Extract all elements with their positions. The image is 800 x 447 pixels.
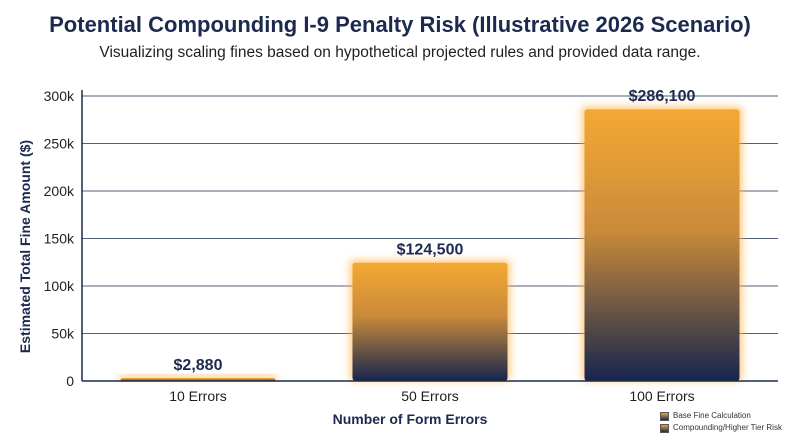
y-axis-title: Estimated Total Fine Amount ($): [17, 140, 33, 353]
x-tick-label: 100 Errors: [629, 388, 694, 404]
y-tick-label: 250k: [44, 136, 75, 152]
y-tick-label: 300k: [44, 88, 75, 104]
y-tick-label: 0: [66, 373, 74, 389]
y-tick-label: 200k: [44, 183, 75, 199]
y-tick-label: 50k: [51, 326, 75, 342]
data-labels: $2,880 $124,500 $286,100: [174, 88, 696, 374]
x-tick-label: 50 Errors: [401, 388, 459, 404]
legend-item-compounding: Compounding/Higher Tier Risk: [660, 422, 782, 434]
data-label: $2,880: [174, 357, 223, 374]
bars: [117, 106, 743, 381]
x-axis-title: Number of Form Errors: [333, 411, 488, 427]
legend-swatch-base: [660, 411, 669, 421]
y-tick-label: 150k: [44, 231, 75, 247]
data-label: $124,500: [397, 242, 464, 259]
legend-swatch-compounding: [660, 423, 669, 433]
legend: Base Fine Calculation Compounding/Higher…: [660, 410, 782, 434]
data-label: $286,100: [629, 88, 696, 105]
bar: [352, 262, 508, 381]
chart-subtitle: Visualizing scaling fines based on hypot…: [99, 44, 701, 61]
legend-label-compounding: Compounding/Higher Tier Risk: [673, 423, 782, 432]
y-tick-label: 100k: [44, 278, 75, 294]
x-tick-label: 10 Errors: [169, 388, 227, 404]
axes: 0 50k 100k 150k 200k 250k 300k 10 Errors 50 Erro…: [17, 88, 778, 427]
chart-title: Potential Compounding I-9 Penalty Risk (…: [49, 12, 751, 37]
legend-label-base: Base Fine Calculation: [673, 411, 751, 420]
bar: [584, 109, 740, 381]
legend-item-base: Base Fine Calculation: [660, 410, 782, 422]
